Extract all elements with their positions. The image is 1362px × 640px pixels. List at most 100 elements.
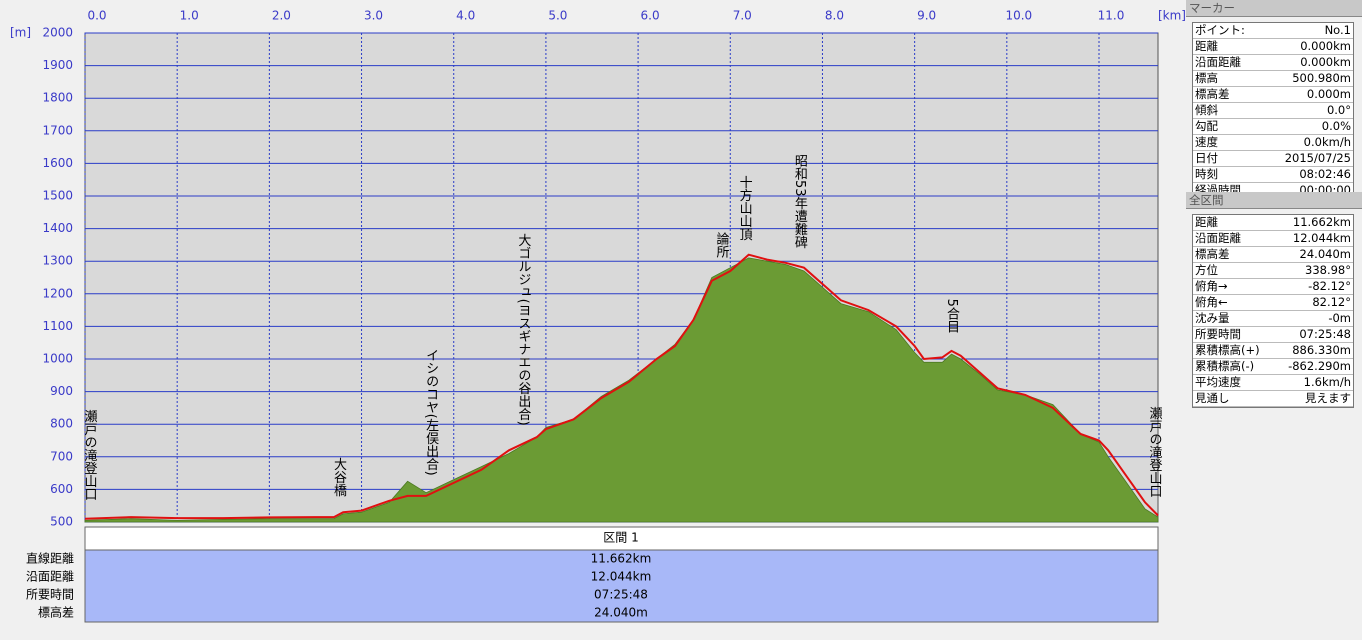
y-tick-label: 600 (50, 482, 73, 496)
table-row: 沿面距離 0.000km (1193, 55, 1353, 71)
row-value: 0.0km/h (1303, 135, 1351, 149)
row-label: 平均速度 (1195, 375, 1241, 389)
panel-header: マーカー (1186, 0, 1362, 17)
row-label: 距離 (1195, 215, 1218, 229)
x-tick-label: 5.0 (548, 9, 567, 23)
row-value: -82.12° (1308, 279, 1351, 293)
row-label: 俯角→ (1195, 279, 1228, 293)
y-unit: [m] (10, 26, 31, 40)
row-value: 見えます (1305, 391, 1351, 405)
y-tick-label: 1400 (42, 221, 73, 235)
row-label: 傾斜 (1195, 103, 1218, 117)
interval-value: 24.040m (594, 606, 648, 620)
table-row: 所要時間 07:25:48 (1193, 327, 1353, 343)
y-tick-label: 1100 (42, 319, 73, 333)
row-label: 標高 (1195, 71, 1218, 85)
table-row: 標高差 24.040m (1193, 247, 1353, 263)
y-tick-label: 900 (50, 384, 73, 398)
interval-body (84, 549, 1159, 623)
total-panel: 全区間 距離 11.662km 沿面距離 12.044km 標高差 24.040m 方位 33… (1186, 192, 1362, 408)
table-row: 沈み量 -0m (1193, 311, 1353, 327)
terrain-area (84, 257, 1159, 523)
interval-label: 所要時間 (26, 588, 74, 602)
row-value: 0.0° (1326, 103, 1351, 117)
interval-value: 07:25:48 (594, 588, 648, 602)
row-value: 07:25:48 (1299, 327, 1351, 341)
y-tick-label: 1900 (42, 58, 73, 72)
interval-label: 沿面距離 (26, 570, 74, 584)
row-value: 0.000m (1306, 87, 1351, 101)
y-tick-label: 1600 (42, 156, 73, 170)
row-value: 500.980m (1292, 71, 1351, 85)
y-tick-label: 1300 (42, 254, 73, 268)
table-row: 距離 11.662km (1193, 215, 1353, 231)
table-row: 標高 500.980m (1193, 71, 1353, 87)
marker-panel: マーカー ポイント: No.1 距離 0.000km 沿面距離 0.000km 標高 500.… (1186, 0, 1362, 200)
table-row: 見通し 見えます (1193, 391, 1353, 407)
row-label: 時刻 (1195, 167, 1218, 181)
row-label: 累積標高(-) (1195, 359, 1255, 373)
row-label: 所要時間 (1195, 327, 1241, 341)
waypoint-label: イシのコヤ(左俣出合) (423, 349, 439, 476)
row-label: 標高差 (1195, 87, 1230, 101)
row-value: 08:02:46 (1299, 167, 1351, 181)
x-tick-label: 6.0 (641, 9, 660, 23)
interval-title: 区間 1 (603, 531, 638, 545)
y-tick-label: 1200 (42, 286, 73, 300)
row-label: 日付 (1195, 151, 1218, 165)
x-tick-label: 4.0 (456, 9, 475, 23)
y-tick-label: 700 (50, 449, 73, 463)
table-row: 距離 0.000km (1193, 39, 1353, 55)
x-unit: [km] (1158, 9, 1186, 23)
x-tick-label: 9.0 (917, 9, 936, 23)
row-label: 距離 (1195, 39, 1218, 53)
y-tick-label: 1500 (42, 189, 73, 203)
table-row: 累積標高(-) -862.290m (1193, 359, 1353, 375)
waypoint-label: 十方山山頂 (737, 176, 753, 241)
waypoint-label: 大谷橋 (331, 458, 347, 498)
y-tick-label: 2000 (42, 26, 73, 40)
interval-label: 直線距離 (26, 551, 74, 566)
table-row: ポイント: No.1 (1193, 23, 1353, 39)
y-tick-label: 1700 (42, 123, 73, 137)
row-value: 886.330m (1292, 343, 1351, 357)
row-value: 12.044km (1292, 231, 1351, 245)
row-value: 82.12° (1312, 295, 1351, 309)
table-row: 累積標高(+) 886.330m (1193, 343, 1353, 359)
y-tick-label: 1000 (42, 352, 73, 366)
marker-table: ポイント: No.1 距離 0.000km 沿面距離 0.000km 標高 500.980m 標… (1192, 22, 1354, 200)
waypoint-label: 5合目 (944, 299, 960, 334)
y-tick-label: 1800 (42, 91, 73, 105)
row-label: 速度 (1195, 135, 1218, 149)
table-row: 速度 0.0km/h (1193, 135, 1353, 151)
table-row: 勾配 0.0% (1193, 119, 1353, 135)
y-tick-label: 500 (50, 515, 73, 529)
row-value: 0.000km (1300, 39, 1351, 53)
row-value: 11.662km (1292, 215, 1351, 229)
row-value: -862.290m (1288, 359, 1351, 373)
waypoint-label: 昭和53年遭難碑 (792, 154, 808, 249)
interval-value: 11.662km (591, 552, 652, 566)
row-label: 勾配 (1195, 119, 1218, 133)
total-table: 距離 11.662km 沿面距離 12.044km 標高差 24.040m 方位 338.98… (1192, 214, 1354, 408)
table-row: 標高差 0.000m (1193, 87, 1353, 103)
row-label: 標高差 (1195, 247, 1230, 261)
row-value: 0.000km (1300, 55, 1351, 69)
x-tick-label: 2.0 (272, 9, 291, 23)
table-row: 方位 338.98° (1193, 263, 1353, 279)
interval-value: 12.044km (591, 570, 652, 584)
x-tick-label: 11.0 (1098, 9, 1125, 23)
row-value: No.1 (1324, 23, 1351, 37)
row-label: ポイント: (1195, 23, 1245, 37)
row-label: 沈み量 (1195, 311, 1230, 325)
table-row: 平均速度 1.6km/h (1193, 375, 1353, 391)
x-tick-label: 0.0 (87, 9, 106, 23)
x-tick-label: 8.0 (825, 9, 844, 23)
row-label: 俯角← (1195, 295, 1228, 309)
interval-label: 標高差 (38, 605, 74, 620)
table-row: 傾斜 0.0° (1193, 103, 1353, 119)
table-row: 日付 2015/07/25 (1193, 151, 1353, 167)
row-label: 沿面距離 (1195, 231, 1241, 245)
row-value: 338.98° (1305, 263, 1351, 277)
